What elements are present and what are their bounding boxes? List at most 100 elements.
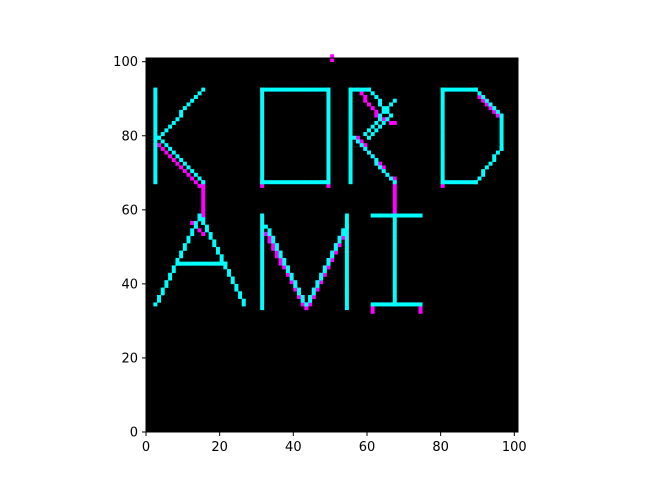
pixel-cell — [448, 87, 452, 92]
pixel-cell — [326, 257, 331, 262]
cyan-stroke-5 — [326, 87, 331, 185]
pixel-cell — [227, 272, 232, 277]
y-tick-label: 60 — [121, 203, 138, 218]
pixel-cell — [374, 157, 379, 162]
pixel-cell — [374, 302, 379, 307]
y-tick-label: 0 — [130, 426, 138, 441]
pixel-cell — [260, 283, 265, 288]
pixel-cell — [389, 102, 394, 107]
cyan-stroke-11 — [352, 135, 397, 185]
pixel-cell — [278, 87, 283, 92]
pixel-cell — [348, 165, 353, 170]
pixel-cell — [208, 261, 213, 266]
pixel-cell — [374, 113, 379, 118]
cyan-stroke-7 — [348, 87, 353, 185]
pixel-cell — [418, 309, 423, 314]
pixel-cell — [326, 132, 331, 137]
pixel-cell — [466, 87, 471, 92]
pixel-cell — [440, 157, 445, 162]
pixel-cell — [473, 87, 478, 92]
pixel-cell — [271, 180, 276, 185]
pixel-cell — [348, 139, 353, 144]
pixel-cell — [190, 176, 195, 181]
pixel-cell — [396, 213, 401, 218]
pixel-cell — [153, 109, 158, 114]
pixel-cell — [260, 243, 265, 248]
pixel-cell — [164, 280, 169, 285]
pixel-cell — [153, 120, 158, 125]
pixel-cell — [171, 120, 176, 125]
pixel-cell — [197, 217, 202, 222]
pixel-cell — [153, 135, 158, 140]
pixel-cell — [363, 143, 368, 148]
pixel-cell — [260, 143, 265, 148]
pixel-cell — [260, 276, 265, 281]
pixel-cell — [440, 132, 445, 137]
pixel-cell — [326, 128, 331, 133]
pixel-cell — [260, 120, 265, 125]
pixel-cell — [440, 109, 445, 114]
pixel-cell — [274, 180, 279, 185]
pixel-cell — [330, 58, 335, 62]
pixel-cell — [392, 235, 397, 240]
pixel-cell — [495, 150, 500, 155]
pixel-cell — [285, 272, 290, 277]
pixel-cell — [326, 102, 331, 107]
pixel-cell — [315, 180, 320, 185]
pixel-cell — [385, 106, 390, 111]
pixel-cell — [311, 180, 316, 185]
pixel-cell — [378, 213, 383, 218]
pixel-cell — [344, 280, 349, 285]
pixel-cell — [392, 287, 397, 292]
pixel-cell — [234, 283, 239, 288]
pixel-cell — [311, 287, 316, 292]
pixel-cell — [153, 139, 158, 144]
pixel-cell — [344, 213, 349, 218]
pixel-cell — [238, 294, 243, 299]
pixel-cell — [374, 128, 379, 133]
pixel-cell — [285, 180, 290, 185]
pixel-cell — [260, 228, 265, 233]
pixel-cell — [363, 146, 368, 151]
pixel-cell — [278, 261, 283, 266]
pixel-cell — [201, 191, 206, 196]
pixel-cell — [481, 95, 486, 100]
pixel-cell — [260, 220, 265, 225]
pixel-cell — [186, 165, 191, 170]
pixel-cell — [193, 220, 198, 225]
pixel-cell — [411, 213, 416, 218]
pixel-cell — [344, 217, 349, 222]
pixel-cell — [215, 261, 220, 266]
pixel-cell — [212, 261, 217, 266]
pixel-cell — [370, 302, 375, 307]
pixel-cell — [201, 180, 206, 185]
pixel-cell — [344, 298, 349, 303]
pixel-cell — [260, 98, 265, 103]
pixel-cell — [153, 87, 158, 92]
pixel-cell — [344, 243, 349, 248]
pixel-cell — [389, 176, 394, 181]
pixel-cell — [326, 91, 331, 96]
x-tick-label: 80 — [432, 440, 449, 455]
pixel-cell — [160, 287, 165, 292]
pixel-cell — [344, 283, 349, 288]
pixel-cell — [359, 91, 364, 96]
pixel-cell — [414, 213, 419, 218]
pixel-cell — [488, 102, 493, 107]
pixel-cell — [344, 261, 349, 266]
pixel-cell — [157, 298, 162, 303]
pixel-cell — [344, 306, 349, 311]
pixel-cell — [344, 272, 349, 277]
cyan-stroke-0 — [153, 87, 158, 185]
pixel-cell — [308, 87, 313, 92]
pixel-cell — [440, 128, 445, 133]
cyan-stroke-2 — [157, 135, 206, 185]
pixel-cell — [308, 294, 313, 299]
cyan-stroke-13 — [440, 87, 445, 185]
pixel-cell — [348, 135, 353, 140]
pixel-cell — [293, 87, 298, 92]
pixel-cell — [440, 176, 445, 181]
pixel-cell — [455, 180, 460, 185]
pixel-cell — [326, 157, 331, 162]
pixel-cell — [392, 243, 397, 248]
